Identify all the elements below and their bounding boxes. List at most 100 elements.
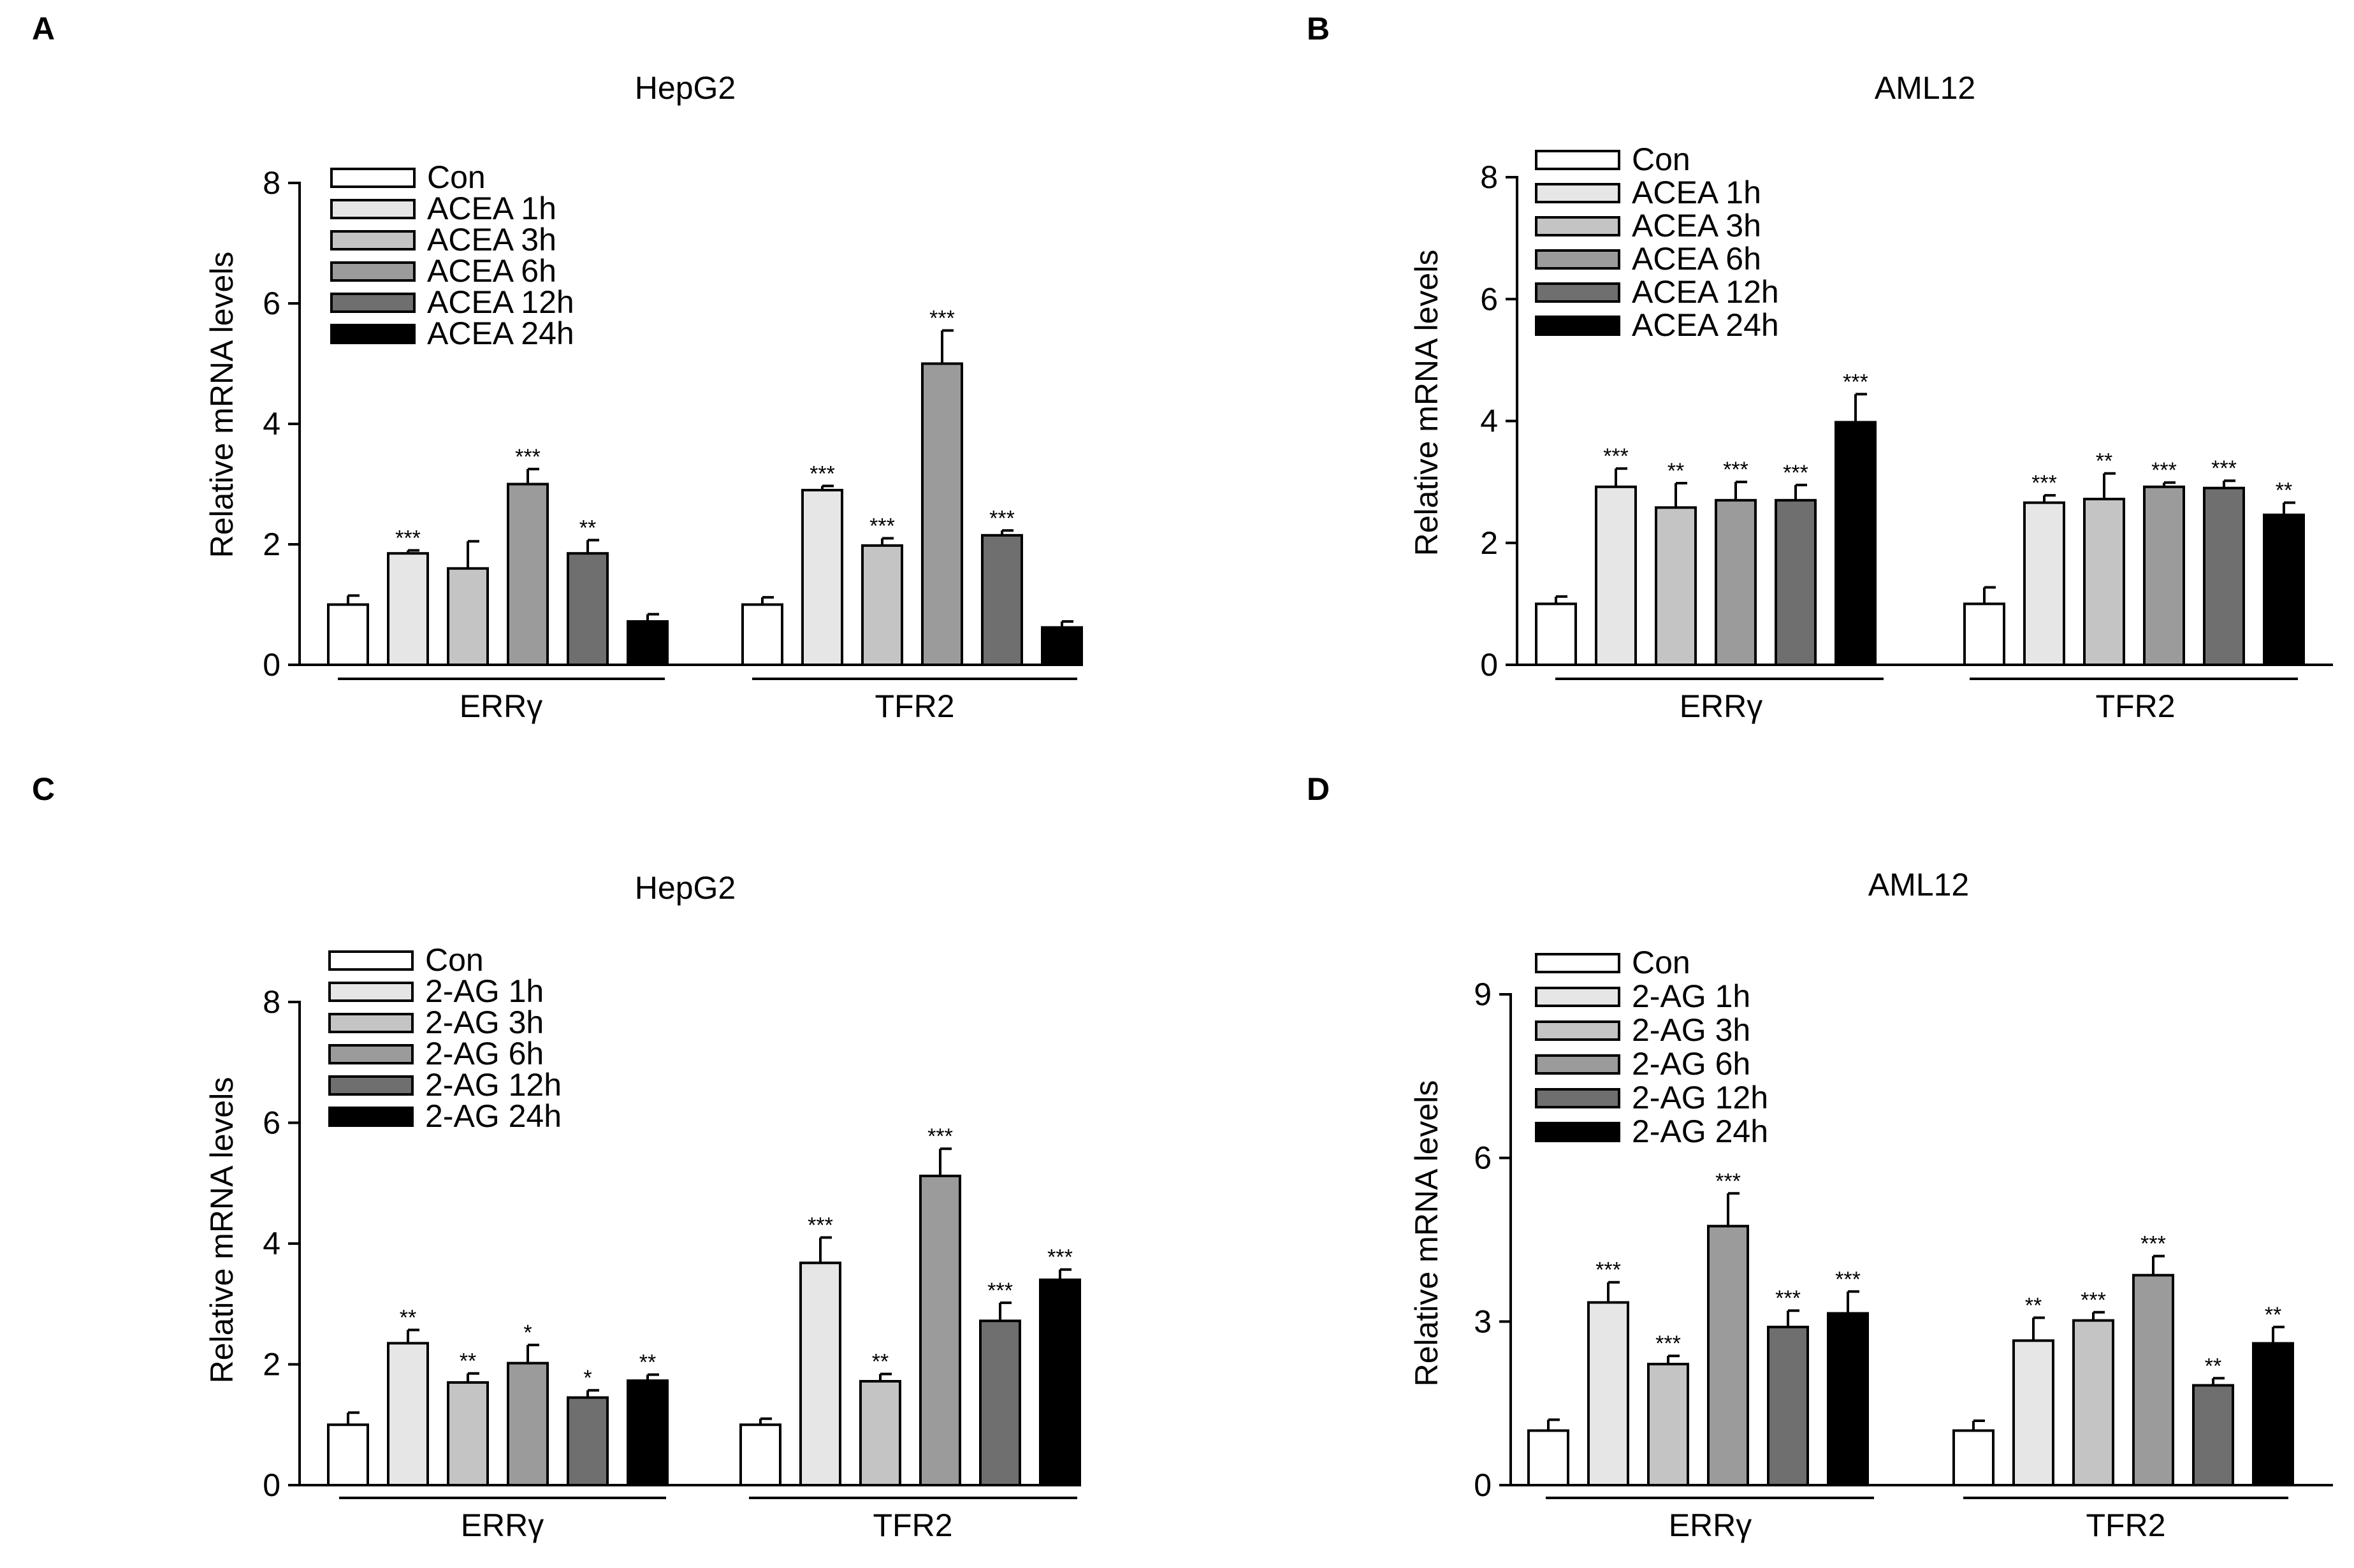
bar-d-0-2: [1647, 1363, 1689, 1486]
bar-d-0-3: [1707, 1224, 1749, 1486]
y-tick-label-c-2: 2: [263, 1347, 280, 1383]
sig-mark-b-1-1: ***: [2031, 471, 2057, 495]
bar-c-0-1: [387, 1342, 429, 1486]
y-axis-label-c: Relative mRNA levels: [204, 1077, 240, 1384]
bar-b-1-0: [1963, 602, 2005, 666]
sig-mark-c-1-3: ***: [927, 1124, 953, 1149]
bar-d-0-1: [1587, 1301, 1629, 1487]
legend-swatch-a-5: [330, 324, 416, 344]
legend-label-b-1: ACEA 1h: [1632, 175, 1761, 210]
sig-mark-b-1-3: ***: [2151, 458, 2177, 483]
legend-label-a-2: ACEA 3h: [427, 222, 556, 258]
group-labels-d: ERRγ TFR2: [1546, 1497, 2288, 1543]
legend-swatch-b-1: [1535, 183, 1620, 203]
y-tick-label-a-8: 8: [263, 165, 280, 201]
sig-mark-c-1-1: ***: [808, 1214, 833, 1238]
legend-swatch-c-5: [328, 1107, 414, 1127]
bar-a-1-3: [921, 362, 963, 666]
panel-title-a: HepG2: [635, 70, 736, 106]
sig-mark-b-0-4: ***: [1783, 461, 1808, 485]
legend-label-c-1: 2-AG 1h: [425, 973, 544, 1009]
legend-label-c-3: 2-AG 6h: [425, 1036, 544, 1071]
y-tick-label-b-6: 6: [1480, 281, 1498, 317]
legend-swatch-b-5: [1535, 316, 1620, 336]
legend-swatch-a-4: [330, 293, 416, 313]
bar-a-0-5: [627, 620, 669, 667]
bar-d-1-5: [2252, 1342, 2294, 1487]
sig-mark-b-1-4: ***: [2211, 456, 2237, 481]
sig-mark-a-0-4: **: [579, 516, 596, 540]
group-label-errg-d: ERRγ: [1669, 1507, 1752, 1543]
sig-mark-a-0-1: ***: [395, 526, 421, 550]
legend-swatch-d-1: [1535, 987, 1620, 1007]
legend-label-b-3: ACEA 6h: [1632, 241, 1761, 277]
bar-c-1-2: [859, 1380, 901, 1487]
sig-mark-a-1-4: ***: [989, 506, 1015, 530]
y-tick-label-b-0: 0: [1480, 647, 1498, 683]
y-tick-label-a-4: 4: [263, 406, 280, 442]
legend-swatch-b-2: [1535, 216, 1620, 236]
bar-c-1-1: [799, 1261, 841, 1486]
sig-mark-c-0-3: *: [523, 1321, 532, 1345]
bar-d-0-4: [1767, 1325, 1809, 1487]
legend-label-d-0: Con: [1632, 945, 1690, 980]
legend-label-c-5: 2-AG 24h: [425, 1098, 562, 1134]
y-tick-label-b-8: 8: [1480, 159, 1498, 195]
legend-swatch-a-2: [330, 230, 416, 250]
legend-swatch-c-3: [328, 1044, 414, 1064]
legend-swatch-a-1: [330, 199, 416, 219]
bar-b-1-5: [2263, 513, 2305, 667]
legend-label-c-4: 2-AG 12h: [425, 1067, 562, 1103]
group-label-errg-b: ERRγ: [1680, 688, 1763, 724]
y-axis-label-d: Relative mRNA levels: [1409, 1080, 1444, 1387]
legend-label-b-4: ACEA 12h: [1632, 274, 1779, 310]
sig-mark-d-0-1: ***: [1595, 1258, 1621, 1282]
bar-b-0-2: [1655, 506, 1697, 666]
sig-mark-d-0-4: ***: [1775, 1286, 1801, 1310]
group-label-tfr2-d: TFR2: [2086, 1507, 2166, 1543]
legend-label-a-5: ACEA 24h: [427, 316, 574, 351]
y-tick-label-d-3: 3: [1474, 1303, 1492, 1339]
group-label-tfr2-c: TFR2: [873, 1507, 953, 1543]
sig-mark-b-0-2: **: [1667, 459, 1684, 483]
y-tick-label-d-6: 6: [1474, 1140, 1492, 1176]
sig-mark-a-1-1: ***: [810, 461, 835, 486]
legend-swatch-b-3: [1535, 249, 1620, 270]
bar-b-1-3: [2143, 485, 2185, 667]
bar-c-0-3: [507, 1361, 549, 1486]
bar-b-1-2: [2083, 497, 2125, 667]
sig-mark-a-1-2: ***: [869, 514, 895, 539]
legend-label-c-0: Con: [425, 942, 484, 978]
bar-d-1-0: [1952, 1429, 1994, 1486]
group-labels-a: ERRγ TFR2: [338, 678, 1077, 724]
bar-c-0-5: [627, 1379, 669, 1487]
group-label-errg-c: ERRγ: [461, 1507, 544, 1543]
bar-c-1-5: [1039, 1278, 1081, 1486]
bar-b-0-0: [1535, 602, 1577, 666]
legend-label-d-4: 2-AG 12h: [1632, 1080, 1768, 1115]
y-tick-label-b-2: 2: [1480, 525, 1498, 561]
legend-label-b-0: Con: [1632, 142, 1690, 177]
y-axis-label-a: Relative mRNA levels: [204, 252, 240, 558]
legend-label-d-5: 2-AG 24h: [1632, 1114, 1768, 1149]
sig-mark-c-1-4: ***: [987, 1279, 1013, 1303]
y-tick-label-d-9: 9: [1474, 976, 1492, 1012]
legend-swatch-d-5: [1535, 1122, 1620, 1142]
panel-letter-b: B: [1307, 11, 1330, 47]
legend-label-d-1: 2-AG 1h: [1632, 978, 1750, 1014]
y-tick-label-c-0: 0: [263, 1467, 280, 1503]
sig-mark-a-0-3: ***: [515, 445, 541, 469]
sig-mark-b-1-5: **: [2276, 479, 2292, 503]
legend-swatch-d-4: [1535, 1088, 1620, 1108]
sig-mark-c-0-5: **: [639, 1351, 656, 1375]
y-tick-label-d-0: 0: [1474, 1467, 1492, 1503]
panel-a: A HepG2 Relative mRNA levels 02468******…: [32, 11, 1083, 724]
bar-a-1-5: [1041, 626, 1083, 666]
bar-b-0-3: [1715, 498, 1757, 666]
bar-c-1-3: [919, 1174, 961, 1486]
bar-d-1-3: [2132, 1274, 2174, 1486]
